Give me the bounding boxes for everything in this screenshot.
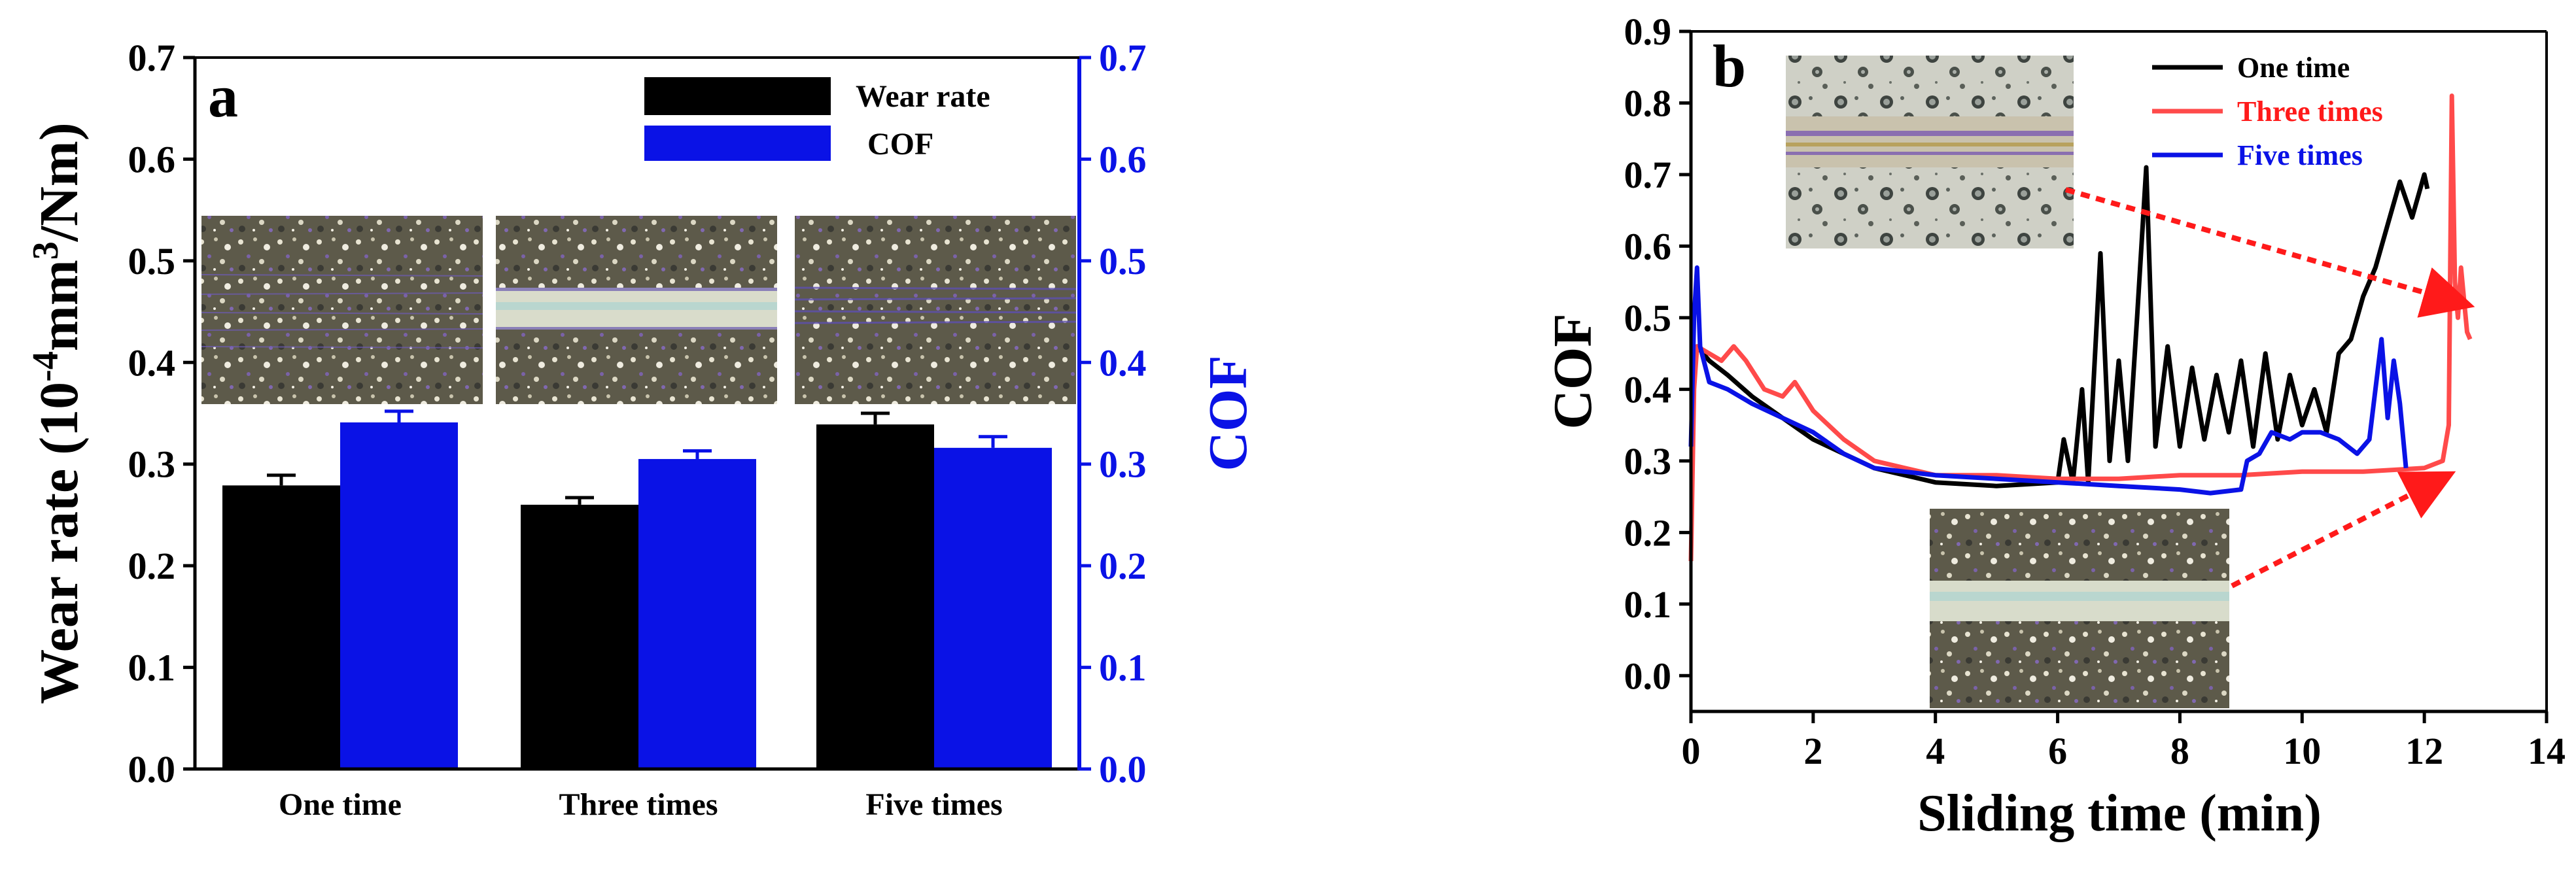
a-left-tick-label: 0.4 xyxy=(128,341,176,384)
a-left-tick-label: 0.7 xyxy=(128,37,176,79)
a-bars xyxy=(222,409,1052,769)
a-ylabel-left: Wear rate (10-4mm3/Nm) xyxy=(26,122,90,704)
b-x-tick-label: 14 xyxy=(2528,730,2566,772)
b-legend-label-three-times: Three times xyxy=(2237,95,2383,128)
a-legend-label-wear-rate: Wear rate xyxy=(856,79,990,114)
b-ylabel: COF xyxy=(1542,313,1603,429)
a-right-tick-label: 0.3 xyxy=(1099,443,1147,486)
b-y-tick-label: 0.2 xyxy=(1624,511,1672,554)
a-left-tick-label: 0.5 xyxy=(128,240,176,282)
a-right-tick-label: 0.2 xyxy=(1099,545,1147,587)
a-left-tick-label: 0.6 xyxy=(128,138,176,180)
b-xlabel: Sliding time (min) xyxy=(1917,785,2322,842)
b-arrow-lower xyxy=(2231,471,2456,589)
b-y-tick-label: 0.0 xyxy=(1624,655,1672,697)
b-y-tick-label: 0.8 xyxy=(1624,82,1672,124)
b-series xyxy=(1688,94,2473,562)
a-right-tick-label: 0.4 xyxy=(1099,341,1147,384)
a-x-labels: One time Three times Five times xyxy=(279,787,1003,822)
a-legend-swatch-cof xyxy=(644,126,831,161)
b-x-tick-label: 4 xyxy=(1926,730,1945,772)
a-bar-wear-rate-one-time xyxy=(222,485,340,769)
a-right-tick-label: 0.5 xyxy=(1099,240,1147,282)
a-errorbar-wear-rate-five-times xyxy=(861,411,890,425)
b-x-tick-label: 10 xyxy=(2283,730,2321,772)
a-right-tick-label: 0.7 xyxy=(1099,37,1147,79)
b-y-tick-label: 0.5 xyxy=(1624,297,1672,339)
b-x-tick-label: 8 xyxy=(2170,730,2189,772)
a-panel-label: a xyxy=(208,63,238,129)
b-inset-lower xyxy=(1930,509,2229,708)
a-left-tick-label: 0.0 xyxy=(128,748,176,791)
a-errorbar-cof-one-time xyxy=(385,409,413,422)
inset-five-times xyxy=(794,216,1077,404)
a-legend: Wear rate COF xyxy=(644,77,990,162)
b-y-tick-label: 0.4 xyxy=(1624,368,1672,411)
b-inset-upper xyxy=(1786,56,2074,248)
a-bar-wear-rate-three-times xyxy=(521,504,638,769)
a-errorbar-wear-rate-one-time xyxy=(267,473,296,486)
b-x-tick-label: 12 xyxy=(2405,730,2443,772)
b-y-tick-label: 0.6 xyxy=(1624,225,1672,267)
a-bar-wear-rate-five-times xyxy=(816,424,934,769)
b-x-tick-label: 2 xyxy=(1803,730,1822,772)
panel-a: 0.0 0.1 0.2 0.3 0.4 0.5 0.6 0.7 0.0 0.1 0.2 0.3 0.4… xyxy=(26,37,1259,822)
a-errorbar-cof-five-times xyxy=(979,435,1007,448)
b-legend-label-five-times: Five times xyxy=(2237,139,2363,171)
a-errorbar-wear-rate-three-times xyxy=(565,496,594,505)
b-y-ticks: 0.0 0.1 0.2 0.3 0.4 0.5 0.6 0.7 0.8 0.9 xyxy=(1624,10,1691,697)
a-legend-label-cof: COF xyxy=(867,127,933,162)
b-x-ticks: 0 2 4 6 8 10 12 14 xyxy=(1682,711,2566,772)
a-legend-swatch-wear-rate xyxy=(644,77,831,115)
a-bar-cof-five-times xyxy=(934,447,1052,769)
a-right-tick-label: 0.6 xyxy=(1099,138,1147,180)
a-left-ticks: 0.0 0.1 0.2 0.3 0.4 0.5 0.6 0.7 xyxy=(128,37,195,791)
b-legend: One time Three times Five times xyxy=(2152,52,2383,171)
a-bar-cof-three-times xyxy=(638,458,756,769)
inset-one-time xyxy=(201,216,483,404)
a-category-label: One time xyxy=(279,787,402,822)
b-y-tick-label: 0.3 xyxy=(1624,440,1672,483)
a-bar-cof-one-time xyxy=(340,422,458,769)
a-right-ticks: 0.0 0.1 0.2 0.3 0.4 0.5 0.6 0.7 xyxy=(1079,37,1147,791)
a-left-tick-label: 0.3 xyxy=(128,443,176,486)
a-category-label: Three times xyxy=(559,787,718,822)
b-legend-label-one-time: One time xyxy=(2237,52,2350,84)
b-y-tick-label: 0.7 xyxy=(1624,154,1672,196)
b-panel-label: b xyxy=(1713,33,1746,99)
b-series-three-times xyxy=(1688,94,2473,562)
panel-b: 0.0 0.1 0.2 0.3 0.4 0.5 0.6 0.7 0.8 0.9 0 2 4 6 8 10 12… xyxy=(1542,10,2566,842)
b-y-tick-label: 0.9 xyxy=(1624,10,1672,53)
a-ylabel-right: COF xyxy=(1198,355,1259,471)
a-errorbar-cof-three-times xyxy=(683,449,712,459)
b-x-tick-label: 0 xyxy=(1682,730,1701,772)
a-category-label: Five times xyxy=(865,787,1002,822)
a-right-tick-label: 0.0 xyxy=(1099,748,1147,791)
b-series-five-times xyxy=(1688,265,2409,496)
b-arrow-upper xyxy=(2064,187,2475,318)
b-y-tick-label: 0.1 xyxy=(1624,583,1672,626)
inset-three-times xyxy=(496,216,777,404)
a-right-tick-label: 0.1 xyxy=(1099,647,1147,689)
a-left-tick-label: 0.1 xyxy=(128,647,176,689)
a-left-tick-label: 0.2 xyxy=(128,545,176,587)
b-x-tick-label: 6 xyxy=(2048,730,2067,772)
